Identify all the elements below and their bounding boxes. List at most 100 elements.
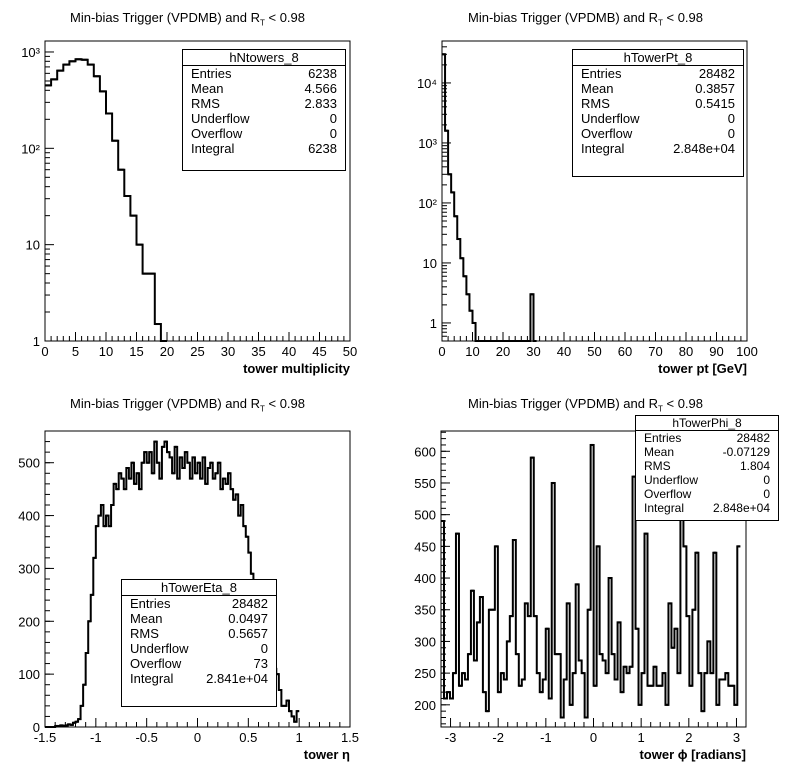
x-axis-label: tower η <box>304 747 350 762</box>
stats-row: Underflow 0 <box>183 111 345 126</box>
stats-key: RMS <box>644 459 671 473</box>
stats-value: 6238 <box>308 141 337 156</box>
x-tick-label: 1.5 <box>341 730 359 745</box>
stats-key: RMS <box>581 96 610 111</box>
x-tick-label: 0 <box>194 730 201 745</box>
x-tick-label: 80 <box>679 344 693 359</box>
stats-key: Entries <box>191 66 232 81</box>
y-tick-label: 550 <box>414 476 436 491</box>
x-tick-label: 3 <box>733 730 740 745</box>
stats-key: RMS <box>130 626 159 641</box>
stats-row: Mean 4.566 <box>183 81 345 96</box>
stats-key: Overflow <box>130 656 182 671</box>
histogram-outline <box>441 443 741 719</box>
x-tick-label: 0 <box>41 344 48 359</box>
stats-value: 0 <box>329 126 337 141</box>
stats-value: 0.5657 <box>228 626 268 641</box>
x-tick-label: 45 <box>312 344 326 359</box>
tower-eta-histogram: -1.5 -1 -0.5 0 0.5 1 1.5 0 100 200 300 400 500 tower … <box>18 430 359 762</box>
tower-phi-histogram: -3 -2 -1 0 1 2 3 200 250 300 350 400 450 500 550 600 tow… <box>414 430 747 762</box>
stats-value: 0 <box>260 641 268 656</box>
stats-key: Underflow <box>644 473 699 487</box>
multiplicity-histogram: 0 5 10 15 20 25 30 35 40 45 50 1 10 10² 10³ tower multi… <box>21 40 357 376</box>
stats-box-title: hTowerPt_8 <box>573 50 743 66</box>
stats-key: Mean <box>644 445 675 459</box>
y-tick-label: 450 <box>414 539 436 554</box>
stats-row: RMS 2.833 <box>183 96 345 111</box>
x-tick-label: 20 <box>496 344 510 359</box>
histogram-outline <box>442 53 537 342</box>
stats-row: RMS 0.5657 <box>122 626 276 641</box>
y-tick-label: 400 <box>414 571 436 586</box>
stats-value: 28482 <box>698 66 735 81</box>
y-tick-label: 300 <box>414 634 436 649</box>
y-tick-label: 250 <box>414 666 436 681</box>
x-axis-label: tower ϕ [radians] <box>639 747 746 762</box>
stats-key: Integral <box>581 141 625 156</box>
stats-row: Integral 2.848e+04 <box>636 501 778 515</box>
stats-row: Integral 2.848e+04 <box>573 141 743 156</box>
panel-4-title: Min-bias Trigger (VPDMB) and RT < 0.98 <box>468 396 704 414</box>
stats-key: Underflow <box>130 641 189 656</box>
stats-row: Overflow 0 <box>573 126 743 141</box>
y-tick-label: 10² <box>418 196 437 211</box>
stats-row: Overflow 0 <box>636 487 778 501</box>
stats-box-hntowers: hNtowers_8 Entries 6238 Mean 4.566 RMS 2.833 Un… <box>182 49 346 171</box>
x-tick-label: 0 <box>590 730 597 745</box>
stats-box-htowerphi: hTowerPhi_8 Entries 28482 Mean -0.07129 RMS 1.… <box>635 415 779 521</box>
stats-box-title: hTowerPhi_8 <box>636 416 778 431</box>
stats-value: 0 <box>329 111 337 126</box>
stats-row: Entries 28482 <box>573 66 743 81</box>
x-tick-label: 5 <box>72 344 79 359</box>
x-tick-label: -1.5 <box>34 730 56 745</box>
y-tick-label: 300 <box>18 561 40 576</box>
tower-pt-histogram: 0 10 20 30 40 50 60 70 80 90 10011010²10³10⁴tower … <box>417 40 758 376</box>
x-tick-label: 40 <box>557 344 571 359</box>
stats-key: Integral <box>191 141 235 156</box>
y-tick-label: 200 <box>414 698 436 713</box>
y-tick-label: 10⁴ <box>417 76 437 91</box>
stats-row: Underflow 0 <box>122 641 276 656</box>
stats-row: Underflow 0 <box>636 473 778 487</box>
stats-row: Entries 6238 <box>183 66 345 81</box>
panel-2-title: Min-bias Trigger (VPDMB) and RT < 0.98 <box>468 10 704 28</box>
panel-1-title: Min-bias Trigger (VPDMB) and RT < 0.98 <box>70 10 306 28</box>
stats-key: Mean <box>130 611 163 626</box>
histogram-outline <box>45 58 167 342</box>
y-tick-label: 600 <box>414 444 436 459</box>
stats-value: 73 <box>253 656 268 671</box>
stats-key: Mean <box>191 81 224 96</box>
stats-row: Mean -0.07129 <box>636 445 778 459</box>
y-tick-label: 100 <box>18 667 40 682</box>
stats-key: Entries <box>130 596 171 611</box>
stats-value: 0 <box>763 473 770 487</box>
stats-value: 2.848e+04 <box>712 501 770 515</box>
y-tick-label: 10³ <box>21 45 40 60</box>
x-tick-label: 1 <box>638 730 645 745</box>
stats-row: Mean 0.3857 <box>573 81 743 96</box>
x-tick-label: 50 <box>587 344 601 359</box>
stats-box-htowereta: hTowerEta_8 Entries 28482 Mean 0.0497 RMS 0.56… <box>121 579 277 707</box>
stats-value: 0.0497 <box>228 611 268 626</box>
x-tick-label: 10 <box>465 344 479 359</box>
stats-box-htowerpt: hTowerPt_8 Entries 28482 Mean 0.3857 RMS 0.541… <box>572 49 744 177</box>
stats-value: 0 <box>727 126 735 141</box>
stats-value: 6238 <box>308 66 337 81</box>
x-axis-label: tower multiplicity <box>243 361 351 376</box>
stats-box-title: hNtowers_8 <box>183 50 345 66</box>
y-tick-label: 10³ <box>418 136 437 151</box>
x-tick-label: -2 <box>492 730 504 745</box>
stats-value: 0 <box>727 111 735 126</box>
stats-row: Overflow 0 <box>183 126 345 141</box>
stats-key: Overflow <box>581 126 633 141</box>
stats-row: Overflow 73 <box>122 656 276 671</box>
x-tick-label: -3 <box>445 730 457 745</box>
x-tick-label: -1 <box>540 730 552 745</box>
x-tick-label: 40 <box>282 344 296 359</box>
panel-3-title: Min-bias Trigger (VPDMB) and RT < 0.98 <box>70 396 306 414</box>
x-tick-label: 25 <box>190 344 204 359</box>
x-tick-label: 15 <box>129 344 143 359</box>
x-tick-label: 30 <box>221 344 235 359</box>
stats-key: Mean <box>581 81 614 96</box>
stats-key: Underflow <box>191 111 250 126</box>
